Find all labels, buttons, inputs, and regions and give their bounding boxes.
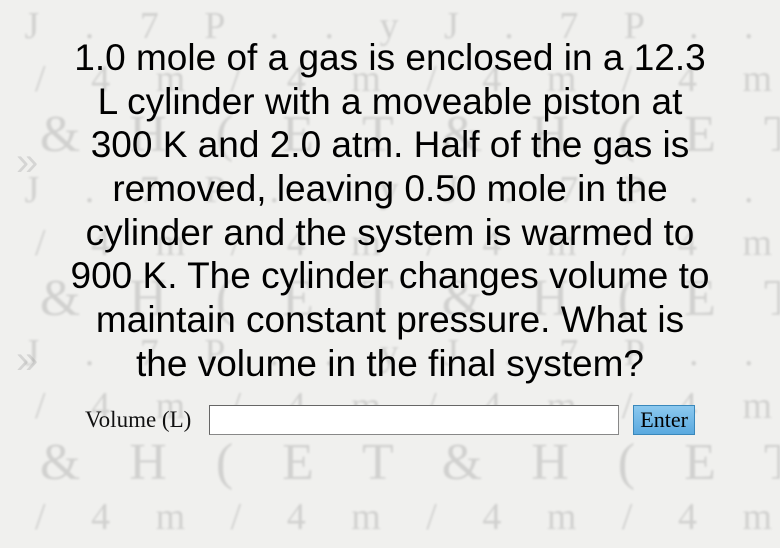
answer-row: Volume (L) Enter — [85, 405, 695, 435]
answer-label: Volume (L) — [85, 407, 191, 433]
volume-input[interactable] — [209, 405, 619, 435]
question-text: 1.0 mole of a gas is enclosed in a 12.3 … — [70, 36, 710, 385]
enter-button[interactable]: Enter — [633, 405, 695, 435]
content-area: 1.0 mole of a gas is enclosed in a 12.3 … — [0, 0, 780, 548]
